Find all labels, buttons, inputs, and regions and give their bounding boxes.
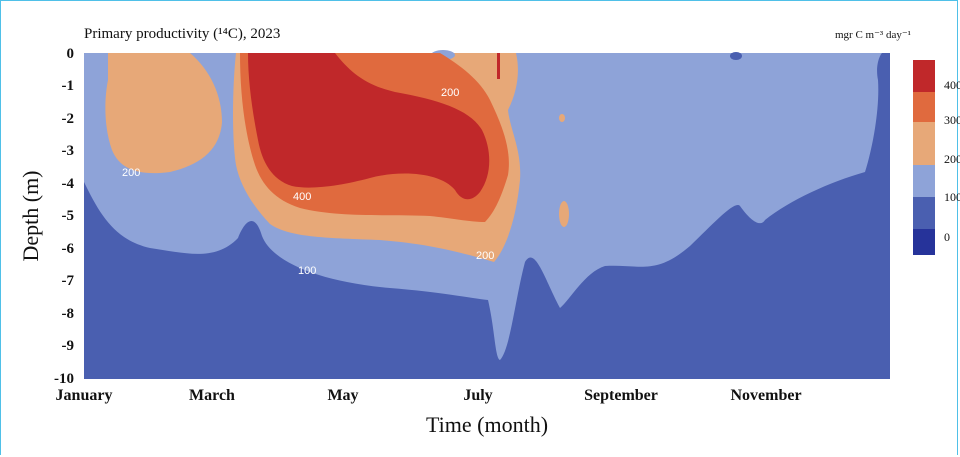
colorbar: 400 300 200 100 0 — [913, 60, 960, 255]
y-tick-label: -2 — [62, 111, 75, 127]
y-tick-label: -8 — [62, 306, 75, 322]
contour-label: 400 — [293, 191, 311, 203]
colorbar-swatch-below-0 — [913, 229, 935, 255]
y-tick-label: -6 — [62, 241, 75, 257]
band-400-plus — [248, 53, 490, 200]
band-200-300-left — [105, 53, 222, 174]
colorbar-swatch-0 — [913, 197, 935, 229]
band-0-100 — [84, 53, 890, 379]
colorbar-swatch-100 — [913, 165, 935, 197]
y-axis: 0 -1 -2 -3 -4 -5 -6 -7 -8 -9 -10 — [54, 46, 74, 387]
y-tick-label: -5 — [62, 208, 75, 224]
y-axis-title: Depth (m) — [18, 170, 43, 261]
colorbar-unit-label: mgr C m⁻³ day⁻¹ — [835, 29, 911, 41]
x-tick-label: July — [463, 387, 492, 404]
colorbar-tick-label: 100 — [944, 190, 960, 204]
y-tick-label: -3 — [62, 143, 75, 159]
contour-label: 200 — [441, 87, 459, 99]
x-axis-title: Time (month) — [426, 412, 548, 437]
y-tick-label: -10 — [54, 371, 74, 387]
y-tick-label: -4 — [62, 176, 75, 192]
y-tick-label: -9 — [62, 338, 75, 354]
band-200-300-spot-2 — [559, 114, 565, 122]
contour-label: 100 — [298, 265, 316, 277]
contour-label: 200 — [476, 250, 494, 262]
chart-title: Primary productivity (¹⁴C), 2023 — [84, 26, 280, 42]
x-tick-label: March — [189, 387, 235, 404]
colorbar-tick-label: 200 — [944, 152, 960, 166]
band-200-300-spot-1 — [559, 201, 569, 227]
x-tick-label: January — [56, 387, 113, 404]
colorbar-tick-label: 0 — [944, 230, 950, 244]
colorbar-swatch-400 — [913, 60, 935, 92]
band-0-100-spot — [730, 52, 742, 60]
colorbar-swatch-200 — [913, 122, 935, 165]
band-400-streak — [497, 53, 500, 79]
colorbar-swatch-300 — [913, 92, 935, 122]
contour-plot: 200 200 400 100 200 — [84, 50, 890, 379]
x-tick-label: November — [730, 387, 801, 404]
y-tick-label: -7 — [62, 273, 75, 289]
contour-label: 200 — [122, 167, 140, 179]
x-tick-label: May — [327, 387, 358, 404]
y-tick-label: 0 — [67, 46, 75, 62]
x-axis: January March May July September Novembe… — [56, 387, 802, 404]
x-tick-label: September — [584, 387, 658, 404]
colorbar-tick-label: 300 — [944, 113, 960, 127]
y-tick-label: -1 — [62, 78, 75, 94]
colorbar-tick-label: 400 — [944, 78, 960, 92]
